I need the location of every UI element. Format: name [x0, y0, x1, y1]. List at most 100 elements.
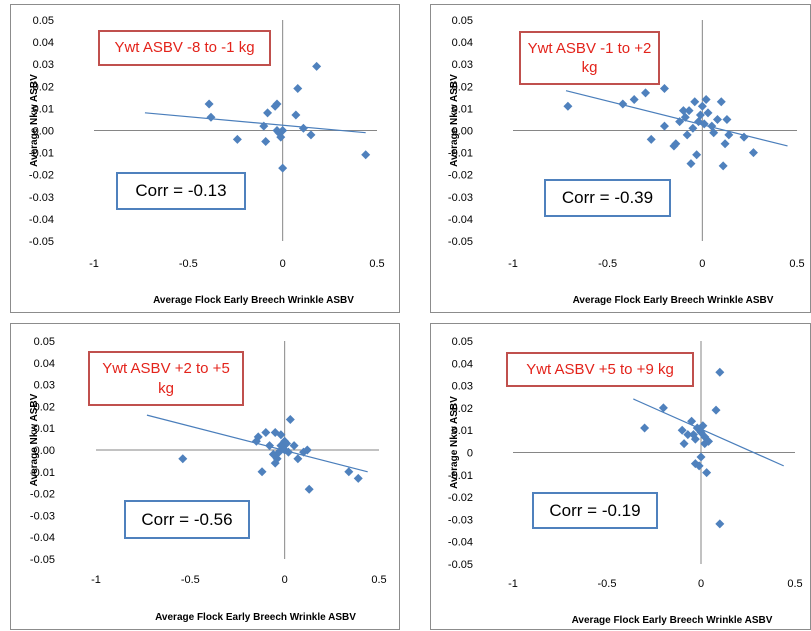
data-point: [687, 416, 697, 426]
data-point: [671, 139, 681, 149]
y-axis-title: Average Nkw ASBV: [29, 393, 40, 486]
y-tick-label: 0.05: [452, 336, 473, 348]
y-tick-label: 0.05: [452, 15, 473, 27]
y-tick-label: 0.03: [33, 59, 54, 71]
y-tick-label: -0.03: [448, 514, 473, 526]
data-point: [683, 430, 693, 440]
data-point: [304, 484, 314, 494]
chart-title: Ywt ASBV -8 to -1 kg: [98, 30, 271, 66]
y-tick-label: 0.05: [34, 336, 55, 348]
x-tick-label: -0.5: [181, 574, 200, 586]
data-point: [748, 148, 758, 158]
y-tick-label: 0.04: [34, 358, 55, 370]
data-point: [178, 454, 188, 464]
data-point: [312, 61, 322, 71]
data-point: [272, 454, 282, 464]
y-tick-label: 0.00: [452, 126, 473, 138]
data-point: [695, 110, 705, 120]
data-point: [707, 121, 717, 131]
scatter-chart-4: 0.05 0.04 0.03 0.02 0.01 0 -0.01 -0.02 -0.03 -0.0…: [448, 336, 803, 626]
y-tick-label: -0.04: [448, 214, 473, 226]
data-point: [712, 114, 722, 124]
data-point: [698, 421, 708, 431]
x-axis-title: Average Flock Early Breech Wrinkle ASBV: [573, 295, 774, 306]
y-tick-label: 0.01: [452, 425, 473, 437]
data-point: [282, 438, 292, 448]
y-tick-label: -0.03: [448, 192, 473, 204]
data-point: [692, 150, 702, 160]
data-point: [702, 468, 712, 478]
data-point: [646, 134, 656, 144]
x-axis-title: Average Flock Early Breech Wrinkle ASBV: [572, 615, 773, 626]
y-tick-label: 0: [467, 448, 473, 460]
data-point: [618, 99, 628, 109]
data-point: [709, 128, 719, 138]
data-point: [299, 447, 309, 457]
data-point: [680, 112, 690, 122]
data-point: [718, 161, 728, 171]
y-axis-title: Average Nkw ASBV: [29, 74, 40, 167]
data-point: [739, 132, 749, 142]
x-tick-label: 0: [282, 574, 288, 586]
data-point: [641, 88, 651, 98]
data-point: [263, 108, 273, 118]
y-tick-label: 0.02: [452, 403, 473, 415]
trendline: [633, 398, 784, 467]
y-axis-title: Average Nkw ASBV: [449, 74, 460, 167]
y-tick-label: 0.02: [33, 81, 54, 93]
y-tick-label: -0.02: [29, 170, 54, 182]
trendline: [565, 90, 788, 147]
data-point: [257, 467, 267, 477]
y-tick-label: -0.02: [448, 170, 473, 182]
data-point: [690, 97, 700, 107]
data-point: [688, 123, 698, 133]
x-tick-label: -1: [89, 258, 99, 270]
data-point: [629, 95, 639, 105]
data-point: [722, 114, 732, 124]
y-tick-label: 0.02: [34, 401, 55, 413]
data-point: [720, 139, 730, 149]
data-point: [659, 84, 669, 94]
data-point: [701, 95, 711, 105]
data-point: [677, 425, 687, 435]
y-tick-label: -0.01: [30, 467, 55, 479]
y-tick-label: -0.02: [30, 489, 55, 501]
data-point: [703, 108, 713, 118]
data-point: [278, 126, 288, 135]
data-point: [302, 445, 312, 455]
data-point: [700, 432, 710, 442]
y-tick-label: -0.03: [29, 192, 54, 204]
data-point: [686, 159, 696, 169]
y-tick-label: -0.05: [29, 236, 54, 248]
x-tick-label: -1: [91, 574, 101, 586]
data-point: [699, 119, 709, 129]
trendline: [144, 112, 366, 134]
y-tick-label: 0.01: [34, 423, 55, 435]
y-tick-label: 0.03: [452, 381, 473, 393]
y-tick-label: -0.03: [30, 510, 55, 522]
x-tick-label: -0.5: [598, 258, 617, 270]
y-tick-label: -0.05: [448, 236, 473, 248]
chart-title: Ywt ASBV +5 to +9 kg: [506, 352, 694, 387]
data-point: [274, 447, 284, 457]
correlation-label: Corr = -0.56: [124, 500, 250, 539]
y-tick-label: -0.02: [448, 492, 473, 504]
data-point: [684, 106, 694, 116]
data-point: [716, 97, 726, 107]
scatter-chart-3: 0.05 0.04 0.03 0.02 0.01 0.00 -0.01 -0.02 -0.03 -…: [29, 336, 387, 623]
y-tick-label: -0.04: [29, 214, 54, 226]
scatter-panel-3: 0.05 0.04 0.03 0.02 0.01 0.00 -0.01 -0.02 -0.03 -…: [10, 323, 400, 630]
data-point: [261, 137, 271, 147]
chart-title: Ywt ASBV +2 to +5 kg: [88, 351, 244, 406]
y-tick-label: 0.05: [33, 15, 54, 27]
y-tick-label: -0.04: [30, 532, 55, 544]
data-point: [204, 99, 214, 109]
y-tick-label: -0.05: [448, 559, 473, 571]
data-point: [272, 99, 282, 109]
x-tick-label: -0.5: [598, 578, 617, 590]
y-tick-label: -0.04: [448, 537, 473, 549]
x-tick-label: -1: [508, 258, 518, 270]
correlation-label: Corr = -0.39: [544, 179, 671, 217]
data-point: [276, 430, 286, 440]
data-point: [278, 163, 288, 173]
